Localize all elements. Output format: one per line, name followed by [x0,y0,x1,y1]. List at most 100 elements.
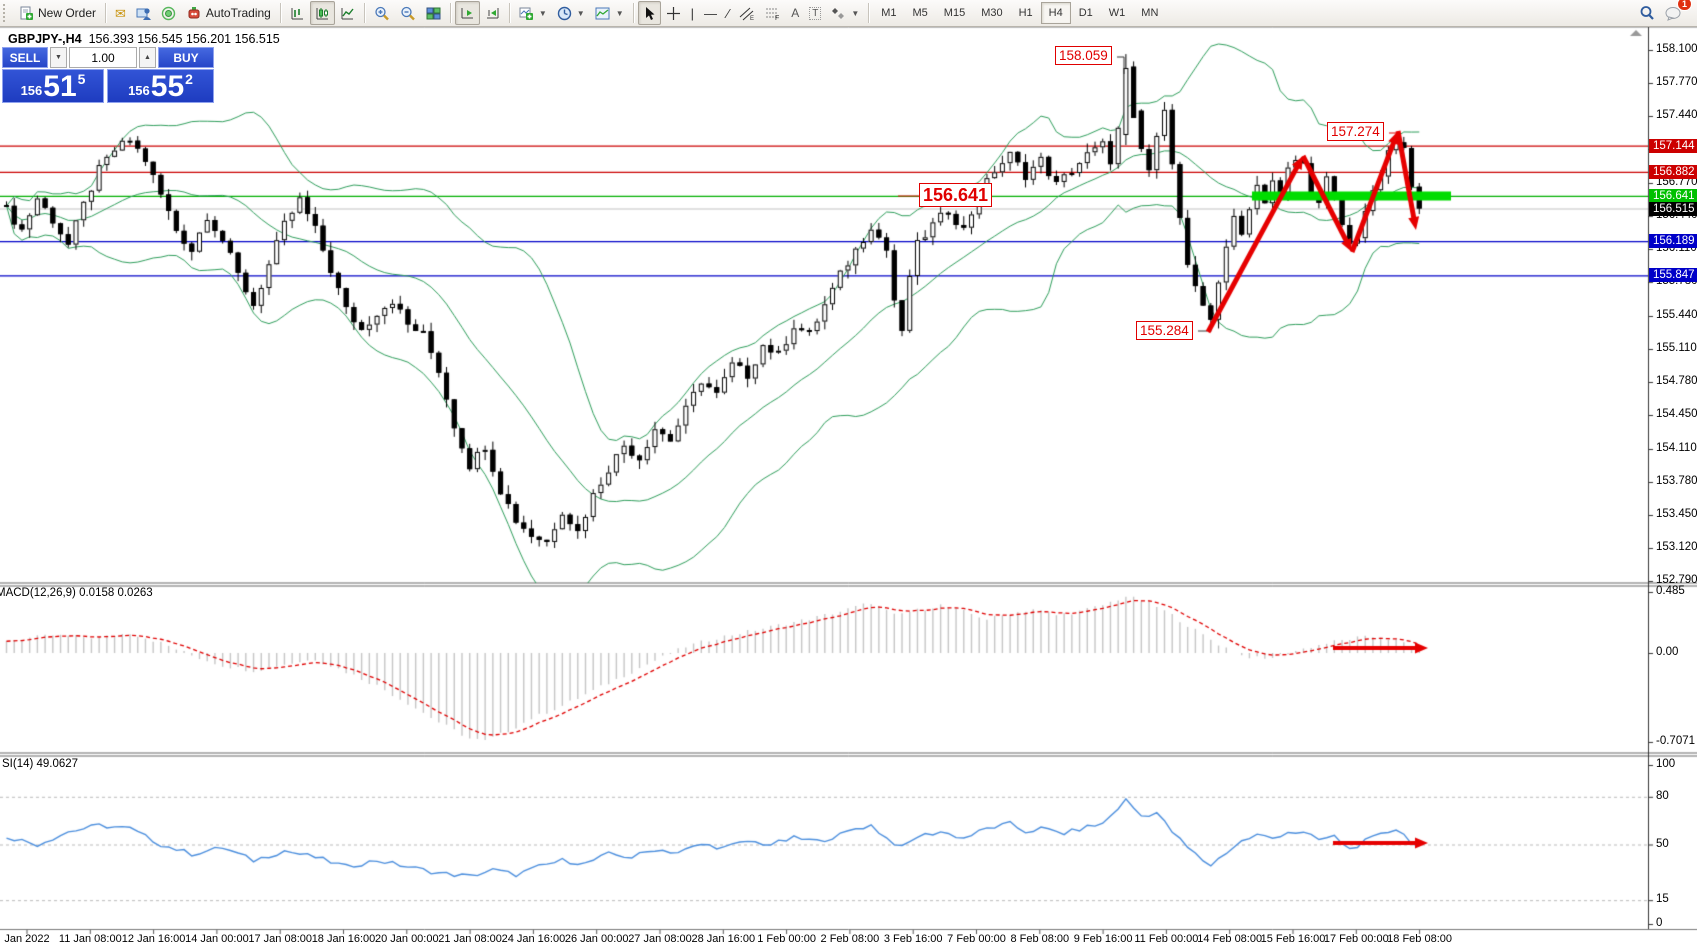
zoom-out-button[interactable] [395,1,421,25]
trendline-icon: ∕ [727,5,730,21]
autotrading-button[interactable]: AutoTrading [181,1,276,25]
zoom-in-icon [374,6,390,21]
arrows-icon [831,6,846,21]
crosshair-button[interactable] [661,1,686,25]
mail-button[interactable]: ✉ [110,1,131,25]
text-label-button[interactable]: T [804,1,826,25]
macd-tick-label: 0.485 [1656,584,1685,597]
annotation-swing-price[interactable]: 157.274 [1327,122,1384,141]
template-icon [595,6,611,21]
search-button[interactable] [1634,1,1660,25]
arrows-button[interactable]: ▼ [826,1,864,25]
toolbar-separator [508,3,510,23]
candlestick-chart-icon [315,6,330,21]
text-button[interactable]: A [786,1,804,25]
tile-windows-icon [426,6,441,21]
rsi-indicator-label: SI(14) 49.0627 [2,758,79,770]
cursor-button[interactable] [637,1,661,25]
timeframe-button-h4[interactable]: H4 [1040,2,1071,24]
timeframe-button-m5[interactable]: M5 [912,7,928,19]
annotation-low-price[interactable]: 155.284 [1136,321,1193,340]
time-tick-label: 12 Jan 16:00 [121,933,186,945]
tile-windows-button[interactable] [421,1,446,25]
timeframe-button-m30[interactable]: M30 [981,7,1003,19]
buy-price-display[interactable]: 156 55 2 [107,69,214,103]
period-clock-icon [557,6,572,21]
time-tick-label: 26 Jan 00:00 [564,933,629,945]
buy-price-small: 156 [128,83,150,98]
timeframe-button-w1[interactable]: W1 [1108,7,1126,19]
sell-price-big: 51 [43,70,77,103]
time-tick-label: 7 Feb 00:00 [947,933,1006,945]
chart-shift-icon [485,6,500,21]
volume-input[interactable] [69,47,137,68]
broadcast-icon [161,6,176,21]
market-watch-button[interactable] [131,1,156,25]
cursor-icon [643,6,656,21]
rsi-tick-label: 15 [1656,893,1669,906]
notification-badge: 1 [1676,0,1692,11]
line-chart-button[interactable] [335,1,360,25]
zoom-out-icon [400,6,416,21]
autotrading-label: AutoTrading [205,6,271,20]
notifications-button[interactable]: 1 [1660,0,1692,25]
time-tick-label: 14 Feb 08:00 [1197,933,1263,945]
channel-icon: E [739,6,755,21]
timeframe-button-mn[interactable]: MN [1141,7,1159,19]
chart-shift-button[interactable] [480,1,505,25]
trendline-button[interactable]: ∕ [722,1,734,25]
price-line-label: 156.515 [1649,201,1697,216]
time-tick-label: 27 Jan 08:00 [628,933,692,945]
fibonacci-button[interactable]: F [760,1,786,25]
time-tick-label: 3 Feb 16:00 [883,933,943,945]
price-tick-label: 156.770 [1656,176,1697,188]
price-tick-label: 154.780 [1656,375,1697,387]
new-order-button[interactable]: New Order [14,1,101,25]
time-tick-label: 15 Feb 16:00 [1260,933,1326,945]
macd-indicator-label: MACD(12,26,9) 0.0158 0.0263 [0,587,153,599]
channel-button[interactable]: E [734,1,760,25]
new-order-icon [19,6,34,21]
toolbar: New Order ✉ AutoTrading [0,0,1697,27]
horizontal-line-button[interactable]: — [699,1,722,25]
rsi-tick-label: 100 [1656,758,1676,770]
zoom-in-button[interactable] [369,1,395,25]
sell-price-display[interactable]: 156 51 5 [2,69,104,103]
timeframe-button-d1[interactable]: D1 [1078,7,1093,19]
sell-button[interactable]: SELL [2,47,48,68]
template-button[interactable]: ▼ [590,1,629,25]
sell-price-small: 156 [20,83,43,98]
annotation-high-price[interactable]: 158.059 [1055,46,1112,65]
volume-decrease-button[interactable]: ▼ [50,47,67,68]
bar-chart-button[interactable] [285,1,310,25]
toolbar-separator [868,3,870,23]
toolbar-grip[interactable] [3,4,11,22]
timeframe-button-m15[interactable]: M15 [943,7,966,19]
timeframe-button-h1[interactable]: H1 [1018,7,1033,19]
price-tick-label: 154.450 [1656,408,1697,420]
price-tick-label: 153.450 [1656,508,1697,520]
candlestick-chart-button[interactable] [309,1,335,25]
volume-increase-button[interactable]: ▲ [139,47,156,68]
vertical-line-button[interactable]: | [686,1,699,25]
time-tick-label: 17 Feb 00:00 [1323,933,1389,945]
broadcast-button[interactable] [156,1,181,25]
macd-tick-label: -0.7071 [1656,734,1696,747]
horizontal-line-icon: — [704,5,718,21]
time-tick-label: 18 Jan 16:00 [311,933,376,945]
auto-scroll-icon [460,6,475,21]
auto-scroll-button[interactable] [454,1,480,25]
buy-price-big: 55 [150,70,185,103]
autotrading-icon [186,6,202,21]
new-chart-button[interactable]: ▼ [514,1,552,25]
rsi-tick-label: 50 [1656,837,1669,850]
price-tick-label: 154.110 [1656,442,1697,454]
buy-button[interactable]: BUY [158,47,214,68]
annotation-level-price[interactable]: 156.641 [919,183,993,207]
period-button[interactable]: ▼ [552,1,590,25]
mail-icon: ✉ [115,5,126,21]
one-click-trading-panel: SELL ▼ ▲ BUY 156 51 5 156 55 2 [2,47,214,103]
timeframe-button-m1[interactable]: M1 [881,7,897,19]
